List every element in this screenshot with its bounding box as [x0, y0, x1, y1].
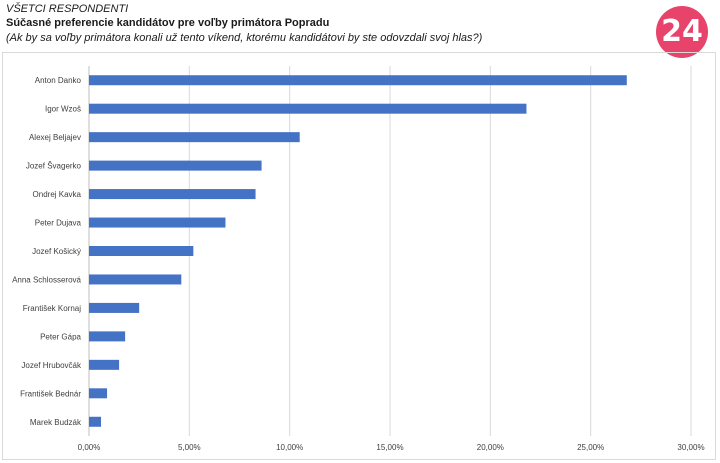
- bar: [89, 160, 262, 171]
- category-label: Ondrej Kavka: [33, 190, 82, 199]
- segment-label: VŠETCI RESPONDENTI: [6, 3, 129, 15]
- category-label: František Kornaj: [23, 304, 81, 313]
- bar: [89, 388, 108, 399]
- category-label: Alexej Beljajev: [29, 133, 81, 142]
- bar: [89, 274, 182, 285]
- x-tick-label: 25,00%: [577, 443, 604, 452]
- chart-title: Súčasné preferencie kandidátov pre voľby…: [6, 17, 330, 29]
- category-label: Marek Budzák: [30, 418, 82, 427]
- x-tick-label: 5,00%: [178, 443, 201, 452]
- category-label: Peter Dujava: [35, 219, 82, 228]
- survey-question: (Ak by sa voľby primátora konali už tent…: [6, 32, 483, 44]
- bar: [89, 302, 140, 313]
- bar: [89, 132, 300, 143]
- bar: [89, 217, 226, 228]
- chart-header: VŠETCI RESPONDENTI Súčasné preferencie k…: [6, 2, 646, 46]
- bar: [89, 331, 126, 342]
- x-tick-label: 30,00%: [677, 443, 704, 452]
- x-tick-label: 10,00%: [276, 443, 303, 452]
- logo-24-icon: 24: [656, 6, 708, 58]
- category-label: Jozef Švagerko: [26, 162, 82, 171]
- bar: [89, 75, 627, 86]
- chart-frame: [2, 52, 716, 460]
- category-label: Jozef Košický: [32, 247, 81, 256]
- bar: [89, 416, 102, 427]
- x-tick-label: 0,00%: [78, 443, 101, 452]
- logo-text: 24: [661, 14, 703, 49]
- category-label: Igor Wzoš: [45, 105, 81, 114]
- category-label: Jozef Hrubovčák: [21, 361, 82, 370]
- x-tick-label: 20,00%: [477, 443, 504, 452]
- x-tick-label: 15,00%: [376, 443, 403, 452]
- bar: [89, 103, 527, 114]
- bar: [89, 246, 194, 256]
- bar: [89, 359, 120, 370]
- bar: [89, 189, 256, 200]
- category-label: Anna Schlosserová: [12, 275, 81, 284]
- category-label: František Bednár: [20, 389, 81, 398]
- category-label: Anton Danko: [35, 76, 82, 85]
- category-label: Peter Gápa: [40, 332, 81, 341]
